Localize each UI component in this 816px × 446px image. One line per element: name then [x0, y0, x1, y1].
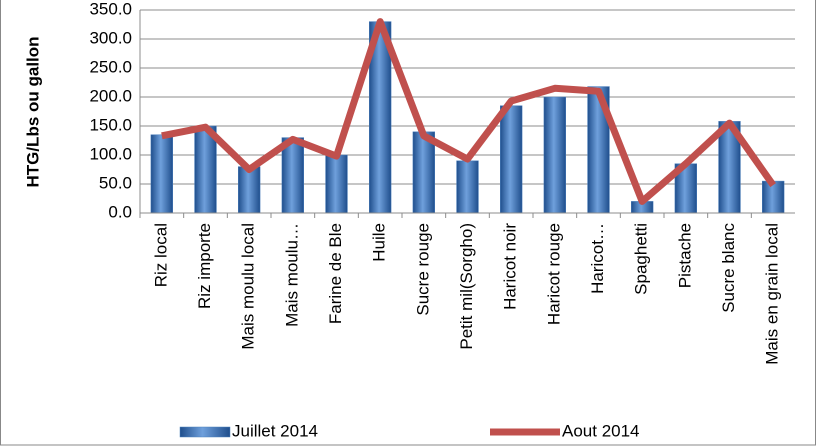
- y-tick-label: 250.0: [89, 57, 132, 76]
- legend-swatch: [179, 426, 231, 438]
- y-tick-label: 300.0: [89, 28, 132, 47]
- line: [161, 18, 777, 205]
- bar: [543, 96, 567, 214]
- y-tick-label: 150.0: [89, 115, 132, 134]
- x-tick-label: Spaghetti: [632, 223, 651, 295]
- bar: [762, 180, 785, 214]
- x-tick-label: Huile: [370, 223, 389, 262]
- x-tick-label: Riz importe: [195, 223, 214, 309]
- x-tick-label: Mais moulu local: [239, 223, 258, 350]
- bar: [456, 160, 479, 214]
- y-axis-label: HTG/Lbs ou gallon: [23, 36, 42, 187]
- x-tick-label: Mais en grain local: [763, 223, 782, 365]
- x-tick-label: Haricot rouge: [544, 223, 563, 325]
- bar: [325, 154, 348, 214]
- bar: [281, 137, 304, 214]
- y-tick-label: 0.0: [108, 202, 132, 221]
- x-tick-label: Haricot…: [588, 223, 607, 294]
- x-tick-label: Farine de Ble: [326, 223, 345, 324]
- x-tick-label: Sucre blanc: [719, 223, 738, 313]
- x-tick-label: Haricot noir: [501, 223, 520, 310]
- y-tick-label: 200.0: [89, 86, 132, 105]
- legend-label: Aout 2014: [562, 421, 640, 440]
- x-tick-label: Mais moulu…: [282, 223, 301, 327]
- bar: [150, 134, 174, 214]
- x-tick-label: Petit mil(Sorgho): [457, 223, 476, 350]
- legend-label: Juillet 2014: [232, 421, 318, 440]
- y-tick-label: 100.0: [89, 144, 132, 163]
- bar: [238, 166, 261, 214]
- bar: [412, 131, 435, 214]
- x-tick-label: Pistache: [675, 223, 694, 288]
- y-tick-label: 50.0: [99, 173, 132, 192]
- x-tick-label: Sucre rouge: [413, 223, 432, 316]
- x-tick-label: Riz local: [151, 223, 170, 287]
- bar: [500, 105, 523, 214]
- y-tick-label: 350.0: [89, 0, 132, 18]
